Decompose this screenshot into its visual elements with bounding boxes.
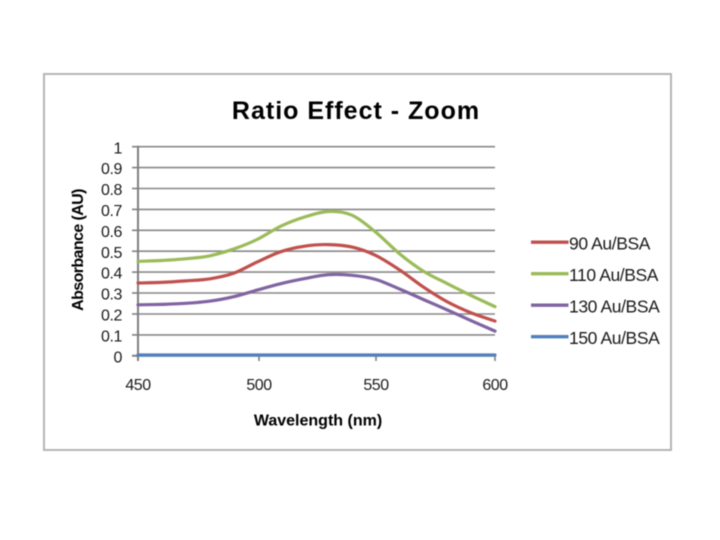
- svg-text:550: 550: [363, 377, 389, 394]
- svg-text:90 Au/BSA: 90 Au/BSA: [569, 233, 651, 253]
- svg-text:0.8: 0.8: [101, 182, 123, 199]
- svg-text:Ratio Effect - Zoom: Ratio Effect - Zoom: [232, 97, 480, 125]
- svg-text:0: 0: [114, 349, 123, 366]
- svg-text:110 Au/BSA: 110 Au/BSA: [569, 265, 659, 285]
- svg-text:Wavelength (nm): Wavelength (nm): [254, 413, 382, 430]
- svg-text:0.1: 0.1: [101, 329, 123, 346]
- svg-text:0.5: 0.5: [101, 245, 123, 262]
- svg-text:450: 450: [125, 377, 151, 394]
- svg-text:130 Au/BSA: 130 Au/BSA: [569, 296, 660, 316]
- svg-text:0.2: 0.2: [101, 308, 123, 325]
- svg-text:150 Au/BSA: 150 Au/BSA: [569, 328, 660, 348]
- svg-text:1: 1: [114, 140, 123, 157]
- svg-text:0.7: 0.7: [101, 203, 123, 220]
- svg-text:0.9: 0.9: [101, 161, 123, 178]
- svg-text:Absorbance (AU): Absorbance (AU): [70, 189, 87, 311]
- svg-text:0.4: 0.4: [101, 266, 123, 283]
- svg-text:0.3: 0.3: [101, 287, 123, 304]
- svg-text:0.6: 0.6: [101, 224, 123, 241]
- svg-text:500: 500: [246, 377, 272, 394]
- svg-text:600: 600: [482, 377, 508, 394]
